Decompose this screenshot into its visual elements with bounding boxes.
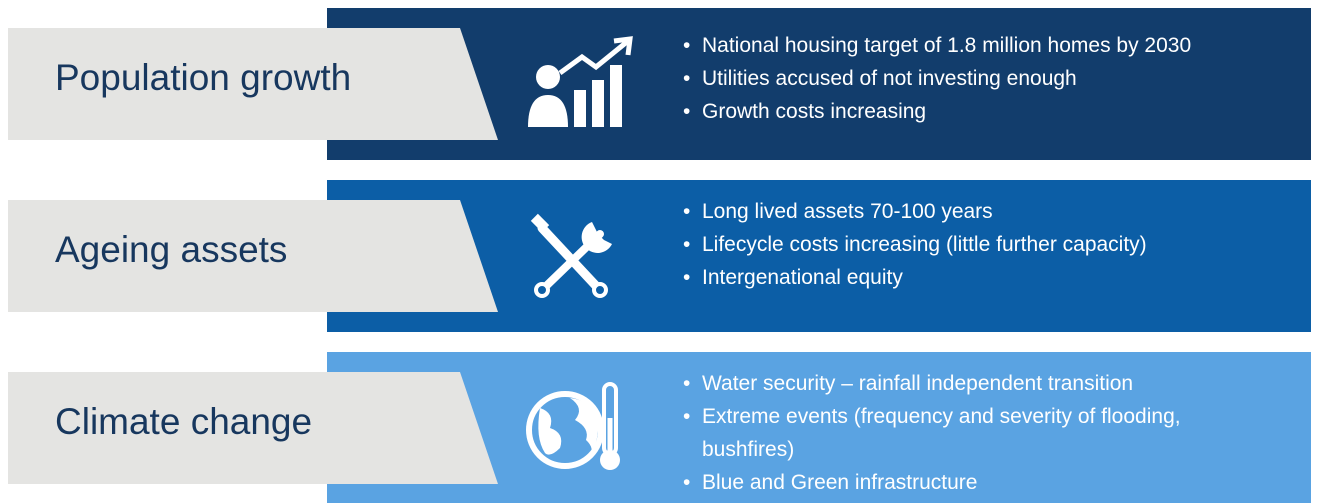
row-label: Ageing assets bbox=[55, 229, 288, 270]
bullet: Utilities accused of not investing enoug… bbox=[683, 62, 1262, 95]
bullet: National housing target of 1.8 million h… bbox=[683, 29, 1262, 62]
bullet-list: Long lived assets 70-100 years Lifecycle… bbox=[683, 195, 1262, 294]
bullet: Intergenational equity bbox=[683, 261, 1262, 294]
bullet: Water security – rainfall independent tr… bbox=[683, 367, 1262, 400]
climate-icon bbox=[526, 382, 620, 470]
label-shape bbox=[8, 200, 498, 312]
bullet-list: National housing target of 1.8 million h… bbox=[683, 29, 1262, 128]
bullet: Extreme events (frequency and severity o… bbox=[683, 400, 1262, 466]
bullet: Long lived assets 70-100 years bbox=[683, 195, 1262, 228]
tools-icon bbox=[530, 213, 612, 298]
bullet: Growth costs increasing bbox=[683, 95, 1262, 128]
bullet: Blue and Green infrastructure bbox=[683, 466, 1262, 499]
label-shape bbox=[8, 28, 498, 140]
bullet: Lifecycle costs increasing (little furth… bbox=[683, 228, 1262, 261]
bullet-list: Water security – rainfall independent tr… bbox=[683, 367, 1262, 499]
row-label: Population growth bbox=[55, 57, 352, 98]
label-shape bbox=[8, 372, 498, 484]
row-label: Climate change bbox=[55, 401, 313, 442]
growth-icon bbox=[528, 36, 633, 127]
